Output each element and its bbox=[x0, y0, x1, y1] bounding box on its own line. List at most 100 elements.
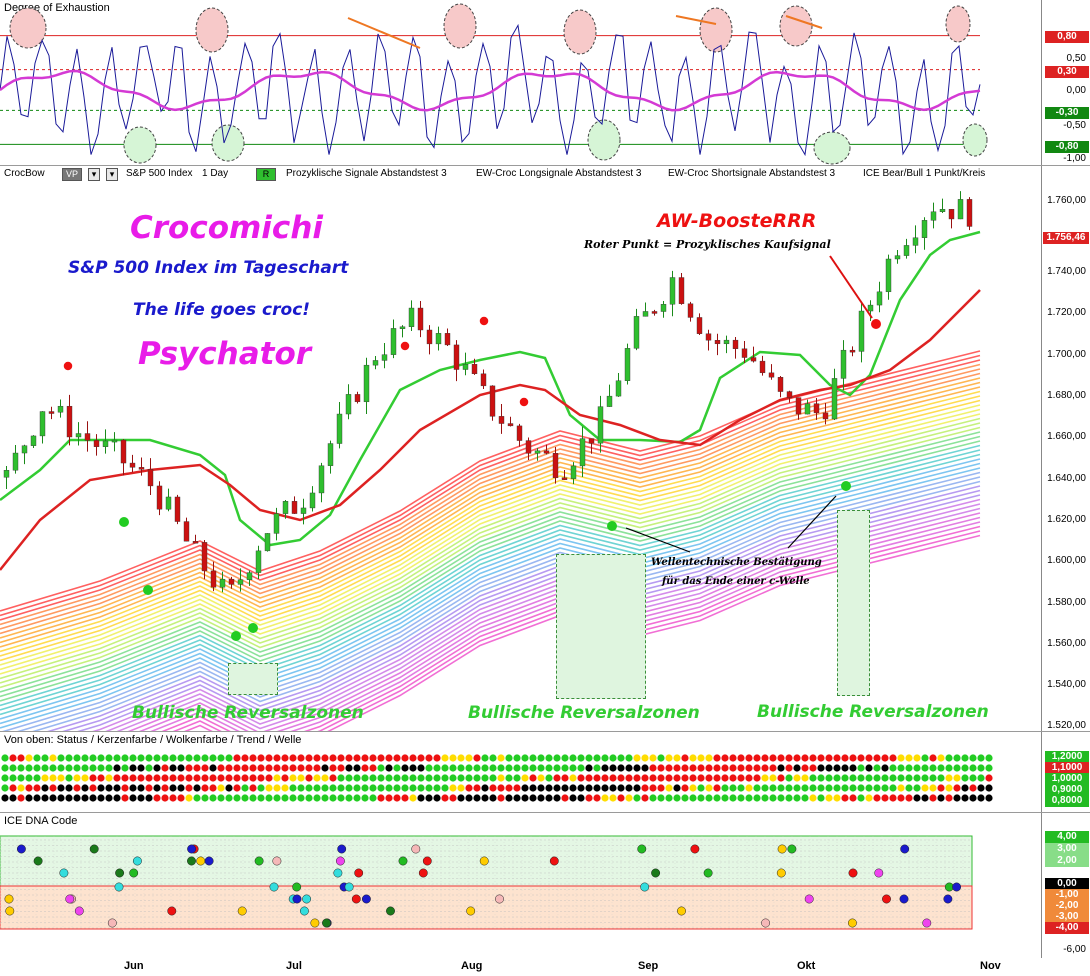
status-dot bbox=[889, 784, 897, 792]
status-dot bbox=[137, 774, 145, 782]
status-dot bbox=[481, 794, 489, 802]
status-dot bbox=[849, 764, 857, 772]
status-dot bbox=[369, 784, 377, 792]
candle-body bbox=[507, 423, 514, 427]
status-dot bbox=[537, 754, 545, 762]
study-label[interactable]: EW-Croc Shortsignale Abstandstest 3 bbox=[668, 168, 836, 179]
cloud-band bbox=[150, 521, 981, 731]
status-dot bbox=[113, 754, 121, 762]
symbol-label[interactable]: S&P 500 Index bbox=[126, 168, 193, 179]
status-dot bbox=[1, 784, 9, 792]
status-dot bbox=[201, 754, 209, 762]
dna-dot bbox=[4, 894, 14, 904]
status-dot bbox=[65, 754, 73, 762]
cloud-band bbox=[0, 395, 981, 657]
y-tick-label: 1.720,00 bbox=[1047, 307, 1086, 318]
dna-dot bbox=[690, 844, 700, 854]
status-dot bbox=[985, 764, 993, 772]
status-dot bbox=[825, 784, 833, 792]
candle-body bbox=[939, 208, 946, 212]
dropdown-arrow-icon[interactable]: ▾ bbox=[88, 168, 100, 181]
status-dot bbox=[337, 774, 345, 782]
candle-body bbox=[273, 513, 280, 534]
status-dot bbox=[417, 794, 425, 802]
status-dot bbox=[225, 774, 233, 782]
status-dot bbox=[529, 754, 537, 762]
status-dot bbox=[913, 764, 921, 772]
study-label[interactable]: EW-Croc Longsignale Abstandstest 3 bbox=[476, 168, 642, 179]
status-dot bbox=[105, 794, 113, 802]
status-dot bbox=[193, 784, 201, 792]
status-dot bbox=[689, 784, 697, 792]
status-dot bbox=[537, 794, 545, 802]
status-dot bbox=[569, 784, 577, 792]
status-dot bbox=[97, 774, 105, 782]
study-label[interactable]: ICE Bear/Bull 1 Punkt/Kreis bbox=[863, 168, 986, 179]
y-tick-label: 1.580,00 bbox=[1047, 597, 1086, 608]
status-dot bbox=[769, 774, 777, 782]
status-dot bbox=[673, 754, 681, 762]
status-dot bbox=[185, 784, 193, 792]
status-dot bbox=[561, 764, 569, 772]
status-dot bbox=[289, 784, 297, 792]
exhaustion-peak-marker bbox=[195, 7, 229, 53]
status-dot bbox=[785, 794, 793, 802]
r-button[interactable]: R bbox=[256, 168, 276, 181]
dropdown-arrow-icon[interactable]: ▾ bbox=[106, 168, 118, 181]
status-dot bbox=[57, 774, 65, 782]
dna-dot bbox=[167, 906, 177, 916]
status-dot bbox=[649, 754, 657, 762]
status-dot bbox=[41, 754, 49, 762]
status-dot bbox=[521, 754, 529, 762]
status-dot bbox=[369, 764, 377, 772]
vp-button[interactable]: VP bbox=[62, 168, 82, 181]
candle-body bbox=[111, 439, 118, 443]
status-dot bbox=[49, 754, 57, 762]
status-dot bbox=[409, 784, 417, 792]
status-dot bbox=[17, 794, 25, 802]
status-dot bbox=[481, 774, 489, 782]
candle-body bbox=[822, 412, 829, 420]
status-dot bbox=[577, 784, 585, 792]
exhaustion-peak-marker bbox=[563, 9, 597, 55]
status-dot bbox=[825, 794, 833, 802]
status-dot bbox=[257, 774, 265, 782]
dna-plot bbox=[0, 835, 973, 930]
fast-trend-line bbox=[0, 230, 981, 547]
status-dot bbox=[553, 754, 561, 762]
status-dot bbox=[425, 784, 433, 792]
status-dot bbox=[513, 754, 521, 762]
status-dot bbox=[977, 774, 985, 782]
cloud-band bbox=[0, 431, 981, 693]
x-tick-label: Nov bbox=[980, 960, 1001, 972]
status-dot bbox=[305, 754, 313, 762]
candle-body bbox=[21, 445, 28, 454]
status-dot bbox=[313, 774, 321, 782]
status-dot bbox=[417, 784, 425, 792]
status-dot bbox=[225, 754, 233, 762]
status-dot bbox=[809, 764, 817, 772]
x-tick-label: Jul bbox=[286, 960, 302, 972]
dna-dot bbox=[640, 882, 650, 892]
status-dot bbox=[577, 764, 585, 772]
candle-body bbox=[570, 465, 577, 479]
status-dot bbox=[849, 754, 857, 762]
status-dot bbox=[833, 764, 841, 772]
status-dot bbox=[177, 784, 185, 792]
candle-body bbox=[894, 255, 901, 260]
status-dot bbox=[537, 784, 545, 792]
status-dot bbox=[457, 784, 465, 792]
status-dot bbox=[257, 794, 265, 802]
status-dot bbox=[49, 774, 57, 782]
headline-psychator: Psychator bbox=[138, 336, 312, 372]
interval-label[interactable]: 1 Day bbox=[202, 168, 229, 179]
status-dot bbox=[801, 784, 809, 792]
status-dot bbox=[793, 784, 801, 792]
study-label[interactable]: Prozyklische Signale Abstandstest 3 bbox=[286, 168, 447, 179]
status-dot bbox=[193, 774, 201, 782]
status-dot bbox=[921, 794, 929, 802]
candle-body bbox=[633, 316, 640, 349]
status-dot bbox=[441, 784, 449, 792]
status-dot bbox=[817, 764, 825, 772]
status-dot bbox=[393, 794, 401, 802]
